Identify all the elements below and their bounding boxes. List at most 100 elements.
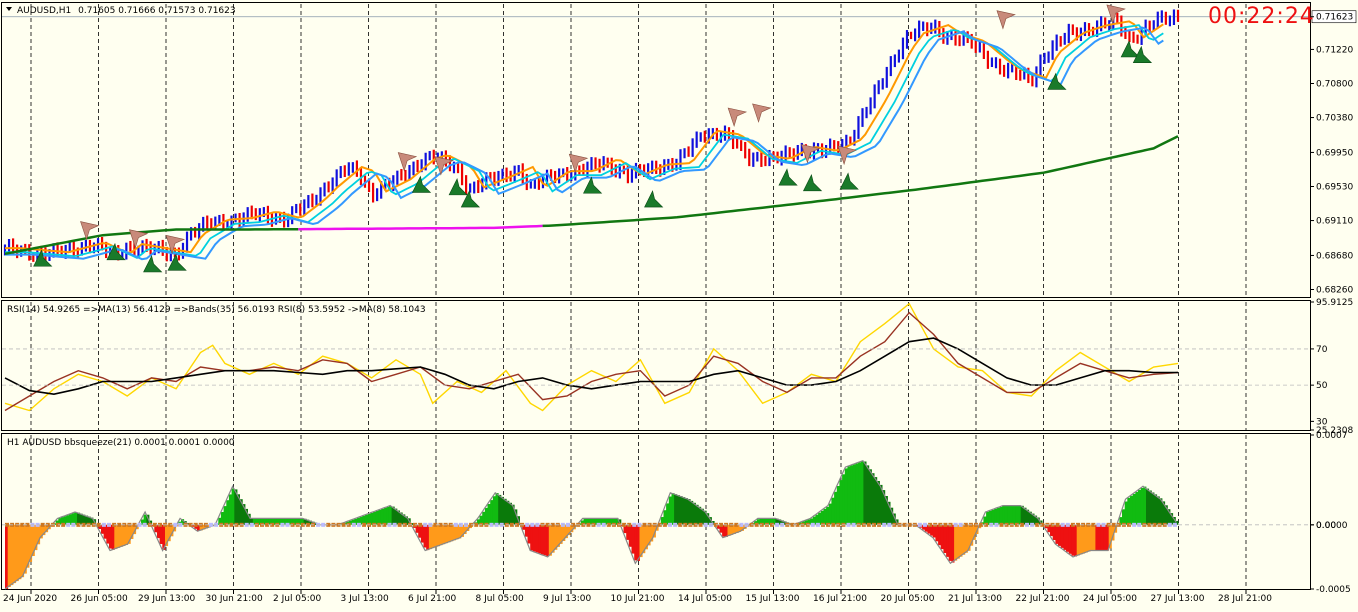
squeeze-histogram-bar bbox=[965, 525, 968, 553]
squeeze-histogram-bar bbox=[1085, 525, 1088, 553]
squeeze-dot bbox=[1000, 523, 1004, 527]
squeeze-histogram-bar bbox=[1053, 525, 1056, 540]
rsi-series-line bbox=[5, 304, 1178, 411]
squeeze-histogram-bar bbox=[10, 525, 13, 585]
squeeze-histogram-bar bbox=[1066, 525, 1069, 552]
time-tick-label: 6 Jul 21:00 bbox=[408, 594, 457, 604]
squeeze-histogram-bar bbox=[448, 525, 451, 543]
price-tick-label: 0.70380 bbox=[1316, 114, 1353, 124]
squeeze-histogram-bar bbox=[1077, 525, 1080, 556]
symbol-dropdown-icon[interactable] bbox=[6, 7, 12, 11]
squeeze-histogram-bar bbox=[1143, 487, 1146, 525]
squeeze-histogram-bar bbox=[855, 463, 858, 524]
squeeze-histogram-bar bbox=[5, 525, 8, 589]
squeeze-histogram-bar bbox=[834, 492, 837, 525]
time-tick-label: 29 Jun 13:00 bbox=[138, 594, 195, 604]
sell-signal-arrow bbox=[728, 108, 746, 126]
squeeze-histogram-bar bbox=[378, 510, 381, 525]
squeeze-histogram-bar bbox=[1010, 506, 1013, 525]
buy-signal-arrow bbox=[449, 179, 467, 195]
ohlc-values: 0.71605 0.71666 0.71573 0.71623 bbox=[78, 6, 235, 16]
time-tick-label: 26 Jun 05:00 bbox=[71, 594, 128, 604]
squeeze-histogram-bar bbox=[991, 510, 994, 525]
time-tick-label: 14 Jul 05:00 bbox=[678, 594, 732, 604]
rsi-series-line bbox=[5, 313, 1178, 411]
squeeze-histogram-bar bbox=[637, 525, 640, 561]
slow-moving-average-line bbox=[543, 136, 1178, 226]
sell-signal-arrow bbox=[997, 11, 1015, 29]
rsi-tick-label: 70 bbox=[1316, 345, 1328, 355]
squeeze-histogram-bar bbox=[114, 525, 117, 549]
squeeze-histogram-bar bbox=[1005, 506, 1008, 525]
squeeze-histogram-bar bbox=[1098, 525, 1101, 551]
squeeze-histogram-bar bbox=[866, 465, 869, 524]
squeeze-panel-frame bbox=[2, 434, 1311, 590]
squeeze-histogram-bar bbox=[424, 525, 427, 548]
time-tick-label: 3 Jul 13:00 bbox=[341, 594, 390, 604]
squeeze-histogram-bar bbox=[536, 525, 539, 553]
buy-signal-arrow bbox=[840, 173, 858, 189]
squeeze-histogram-bar bbox=[1154, 494, 1157, 524]
squeeze-histogram-bar bbox=[232, 489, 235, 525]
squeeze-histogram-bar bbox=[450, 525, 453, 542]
squeeze-histogram-bar bbox=[1106, 525, 1109, 551]
squeeze-histogram-bar bbox=[13, 525, 16, 583]
squeeze-histogram-bar bbox=[989, 511, 992, 525]
price-tick-label: 0.69110 bbox=[1316, 217, 1353, 227]
squeeze-histogram-bar bbox=[935, 525, 938, 542]
squeeze-histogram-bar bbox=[858, 462, 861, 524]
price-tick-label: 0.71220 bbox=[1316, 45, 1353, 55]
squeeze-histogram-bar bbox=[632, 525, 635, 554]
squeeze-histogram-bar bbox=[530, 525, 533, 551]
squeeze-histogram-bar bbox=[640, 525, 643, 557]
sell-signal-arrow bbox=[753, 104, 771, 122]
squeeze-histogram-bar bbox=[496, 493, 499, 525]
rsi-panel-frame bbox=[2, 301, 1311, 431]
squeeze-histogram-bar bbox=[389, 506, 392, 525]
buy-signal-arrow bbox=[803, 175, 821, 191]
squeeze-histogram-bar bbox=[874, 477, 877, 525]
squeeze-histogram-bar bbox=[506, 501, 509, 525]
squeeze-histogram-bar bbox=[831, 498, 834, 525]
price-tick-label: 0.70800 bbox=[1316, 79, 1353, 89]
squeeze-histogram-bar bbox=[1146, 489, 1149, 525]
price-tick-label: 0.69530 bbox=[1316, 183, 1353, 193]
squeeze-histogram-bar bbox=[440, 525, 443, 545]
time-tick-label: 24 Jul 05:00 bbox=[1083, 594, 1137, 604]
time-tick-label: 8 Jul 05:00 bbox=[476, 594, 525, 604]
squeeze-histogram-bar bbox=[488, 504, 491, 525]
squeeze-histogram-bar bbox=[1021, 506, 1024, 525]
squeeze-histogram-bar bbox=[674, 494, 677, 525]
rsi-panel-label: RSI(14) 54.9265 =>MA(13) 56.4129 =>Bands… bbox=[7, 305, 426, 315]
symbol-label: AUDUSD,H1 0.71605 0.71666 0.71573 0.7162… bbox=[17, 6, 236, 16]
squeeze-histogram-bar bbox=[386, 507, 389, 525]
time-tick-label: 15 Jul 13:00 bbox=[746, 594, 800, 604]
squeeze-histogram-bar bbox=[552, 525, 555, 553]
squeeze-histogram-bar bbox=[677, 495, 680, 525]
squeeze-histogram-bar bbox=[941, 525, 944, 549]
squeeze-histogram-bar bbox=[1061, 525, 1064, 548]
squeeze-histogram-bar bbox=[528, 525, 531, 544]
time-tick-label: 20 Jul 05:00 bbox=[881, 594, 935, 604]
squeeze-histogram-bar bbox=[839, 480, 842, 525]
squeeze-histogram-bar bbox=[863, 462, 866, 525]
time-tick-label: 24 Jun 2020 bbox=[3, 594, 57, 604]
squeeze-histogram-bar bbox=[1058, 525, 1061, 546]
squeeze-histogram-bar bbox=[1122, 509, 1125, 525]
squeeze-histogram-bar bbox=[1130, 496, 1133, 525]
squeeze-histogram-bar bbox=[1074, 525, 1077, 557]
squeeze-histogram-bar bbox=[842, 474, 845, 525]
squeeze-histogram-bar bbox=[1093, 525, 1096, 551]
squeeze-dot bbox=[643, 523, 647, 527]
time-tick-label: 2 Jul 05:00 bbox=[273, 594, 322, 604]
squeeze-histogram-bar bbox=[541, 525, 544, 555]
squeeze-histogram-bar bbox=[21, 525, 24, 577]
squeeze-histogram-bar bbox=[160, 525, 163, 544]
squeeze-histogram-bar bbox=[504, 499, 507, 525]
squeeze-histogram-bar bbox=[826, 507, 829, 525]
squeeze-histogram-bar bbox=[698, 507, 701, 525]
time-tick-label: 21 Jul 13:00 bbox=[948, 594, 1002, 604]
